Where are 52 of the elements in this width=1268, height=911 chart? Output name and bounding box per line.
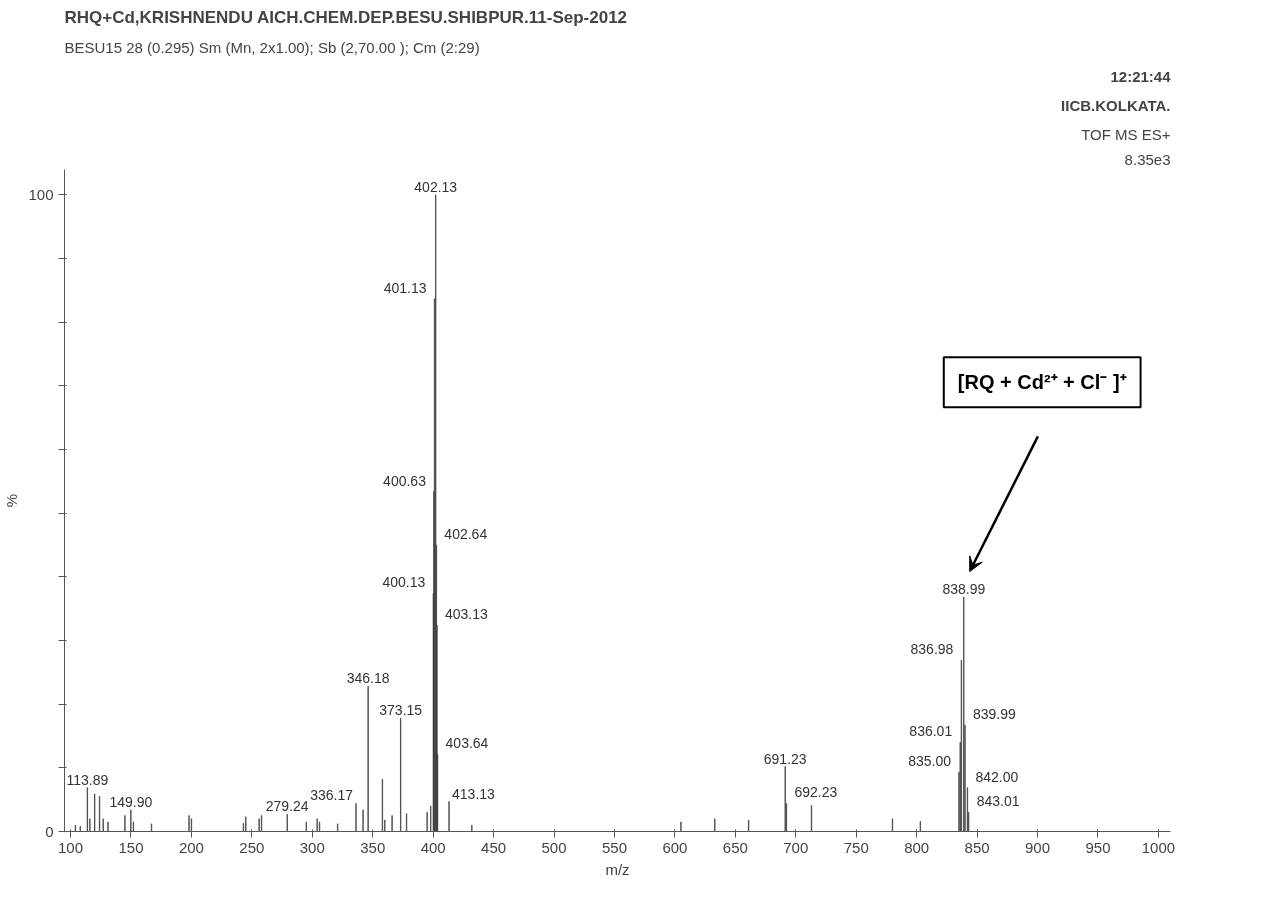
- annotation: 402.64: [444, 526, 488, 543]
- x-tick-label: 500: [541, 838, 567, 856]
- annotation: 402.13: [414, 178, 458, 195]
- annotation: 336.17: [310, 787, 354, 804]
- annotation: 401.13: [383, 279, 427, 296]
- x-tick-label: 650: [722, 838, 748, 856]
- annotation: 842.00: [975, 768, 1019, 785]
- x-tick-label: 200: [178, 838, 204, 856]
- x-tick-label: 900: [1025, 838, 1051, 856]
- x-tick-label: 300: [299, 838, 325, 856]
- x-tick-label: 750: [843, 838, 869, 856]
- annotation: 403.13: [444, 606, 488, 623]
- x-tick-label: 550: [601, 838, 627, 856]
- annotation: 346.18: [346, 670, 390, 687]
- y-tick-label: 0: [45, 822, 54, 840]
- annotation: 279.24: [265, 798, 309, 815]
- text: 12:21:44: [1110, 67, 1172, 85]
- annotation: 839.99: [973, 706, 1017, 723]
- annotation: 691.23: [763, 750, 807, 767]
- text: 8.35e3: [1124, 150, 1171, 168]
- x-tick-label: 700: [783, 838, 809, 856]
- annotation: 836.98: [910, 641, 954, 658]
- text: IICB.KOLKATA.: [1061, 96, 1171, 114]
- x-axis-title: m/z: [605, 860, 630, 878]
- annotation: 836.01: [909, 723, 953, 740]
- annotation: [RQ + Cd²⁺ + Cl⁻ ]⁺: [957, 371, 1127, 394]
- annotation: 149.90: [109, 793, 153, 810]
- annotation: 843.01: [976, 793, 1020, 810]
- annotation: 838.99: [942, 581, 986, 598]
- x-tick-label: 1000: [1141, 838, 1176, 856]
- x-tick-label: 600: [662, 838, 688, 856]
- annotation: 400.63: [383, 472, 427, 489]
- annotation: 373.15: [379, 702, 423, 719]
- x-tick-label: 400: [420, 838, 446, 856]
- annotation: 400.13: [382, 574, 426, 591]
- annotation: 835.00: [908, 753, 952, 770]
- annotation: 113.89: [66, 771, 109, 788]
- annotation: 413.13: [452, 785, 496, 802]
- x-tick-label: 450: [481, 838, 507, 856]
- y-axis-title: %: [3, 493, 21, 508]
- x-tick-label: 250: [239, 838, 265, 856]
- chart-title: RHQ+Cd,KRISHNENDU AICH.CHEM.DEP.BESU.SHIBPUR.11-Sep-2012: [64, 7, 628, 27]
- x-tick-label: 350: [360, 838, 386, 856]
- x-tick-label: 850: [964, 838, 990, 856]
- x-tick-label: 950: [1085, 838, 1111, 856]
- text: TOF MS ES+: [1081, 125, 1171, 143]
- chart-subtitle: BESU15 28 (0.295) Sm (Mn, 2x1.00); Sb (2,70.00 ); Cm (2:29): [64, 38, 480, 56]
- annotation: 692.23: [794, 784, 838, 801]
- x-tick-label: 800: [904, 838, 930, 856]
- annotation: 403.64: [445, 735, 489, 752]
- x-tick-label: 150: [118, 838, 144, 856]
- x-tick-label: 100: [58, 838, 84, 856]
